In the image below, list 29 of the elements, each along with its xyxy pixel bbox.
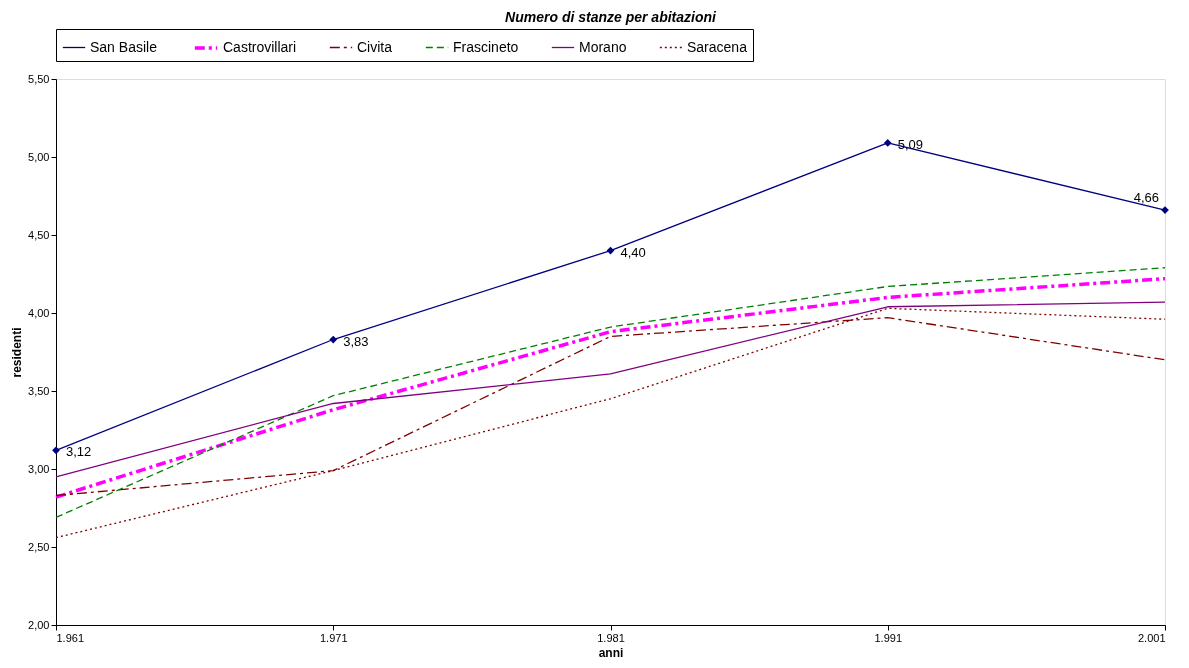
y-tick-label: 4,50	[28, 228, 50, 241]
y-tick-label: 3,00	[28, 462, 50, 475]
y-tick-label: 2,00	[28, 618, 50, 631]
line-series	[55, 307, 1166, 539]
x-tick-label: 1.961	[56, 631, 85, 644]
legend-label: Civita	[357, 38, 393, 55]
data-label: 3,12	[66, 444, 92, 460]
legend-label: San Basile	[90, 38, 158, 55]
y-tick-label: 2,50	[28, 540, 50, 553]
y-tick-label: 5,00	[28, 150, 50, 163]
legend-label: Castrovillari	[223, 39, 297, 55]
y-tick-label: 4,00	[28, 306, 50, 319]
data-label: 4,66	[1133, 190, 1159, 206]
x-tick-label: 1.991	[874, 631, 903, 644]
y-tick-label: 3,50	[28, 384, 50, 397]
y-axis-title: residenti	[10, 327, 25, 378]
line-series	[55, 301, 1166, 478]
x-tick-label: 1.981	[597, 631, 625, 644]
chart-title: Numero di stanze per abitazioni	[505, 8, 718, 25]
x-tick-label: 2.001	[1137, 631, 1166, 644]
legend-label: Saracena	[687, 38, 748, 55]
x-axis-title: anni	[598, 645, 624, 660]
legend-label: Morano	[579, 38, 627, 55]
data-label: 4,40	[620, 244, 646, 260]
legend-label: Frascineto	[453, 38, 519, 55]
data-label: 5,09	[897, 136, 924, 152]
y-tick-label: 5,50	[28, 72, 50, 85]
x-tick-label: 1.971	[319, 631, 348, 644]
data-label: 3,83	[343, 333, 369, 349]
